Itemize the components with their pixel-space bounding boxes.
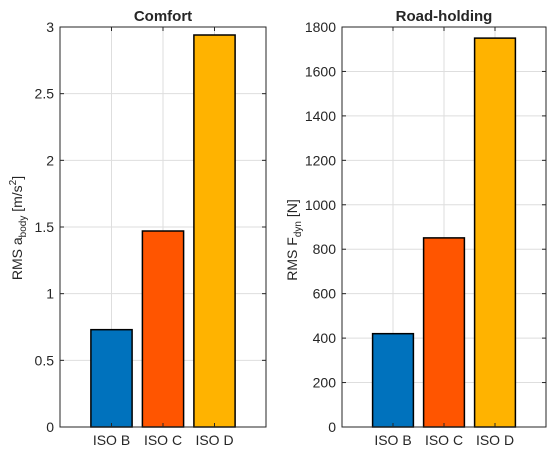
road-holding-chart: 0 200 400 600 800 1000 1200 1400 1600 1800 ISO B IS… bbox=[284, 8, 547, 448]
chart-title: Road-holding bbox=[396, 8, 493, 25]
y-tick-label: 2 bbox=[46, 152, 54, 168]
y-tick-label: 0 bbox=[46, 419, 54, 435]
y-tick-label: 1800 bbox=[305, 19, 336, 35]
comfort-chart: 0 0.5 1 1.5 2 2.5 3 ISO B ISO C ISO D Comfort RMS a… bbox=[8, 8, 267, 448]
y-tick-label: 1600 bbox=[305, 63, 336, 79]
y-tick-label: 1400 bbox=[305, 108, 336, 124]
x-tick-label: ISO C bbox=[144, 432, 182, 448]
x-tick-label: ISO B bbox=[93, 432, 130, 448]
x-tick-label: ISO D bbox=[195, 432, 233, 448]
chart-title: Comfort bbox=[134, 8, 192, 25]
y-tick-label: 200 bbox=[313, 375, 337, 391]
y-tick-label: 400 bbox=[313, 330, 337, 346]
y-tick-label: 3 bbox=[46, 19, 54, 35]
y-tick-label: 800 bbox=[313, 241, 337, 257]
y-tick-label: 2.5 bbox=[35, 86, 55, 102]
y-tick-label: 1000 bbox=[305, 197, 336, 213]
y-axis-label: RMS abody [m/s2] bbox=[8, 176, 29, 280]
y-tick-label: 1 bbox=[46, 286, 54, 302]
y-tick-label: 0.5 bbox=[35, 352, 55, 368]
y-tick-label: 600 bbox=[313, 286, 337, 302]
y-tick-label: 1.5 bbox=[35, 219, 55, 235]
bar-iso-d bbox=[193, 34, 236, 428]
y-tick-label: 1200 bbox=[305, 152, 336, 168]
bar-iso-b bbox=[90, 328, 133, 428]
x-tick-label: ISO B bbox=[374, 432, 411, 448]
bar-iso-b bbox=[371, 332, 415, 428]
x-tick-label: ISO C bbox=[425, 432, 463, 448]
x-tick-label: ISO D bbox=[476, 432, 514, 448]
bar-iso-d bbox=[473, 37, 517, 428]
y-tick-label: 0 bbox=[328, 419, 336, 435]
bar-iso-c bbox=[141, 230, 185, 428]
y-axis-label: RMS Fdyn [N] bbox=[284, 199, 304, 280]
bar-iso-c bbox=[422, 237, 466, 428]
